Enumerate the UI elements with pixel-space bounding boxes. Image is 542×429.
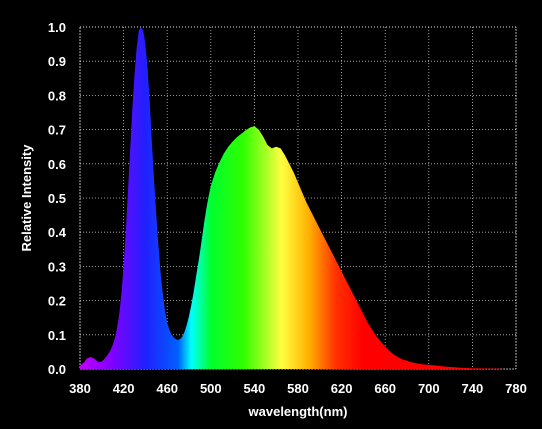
y-tick-label: 0.6 [48, 157, 66, 172]
y-tick-label: 0.8 [48, 88, 66, 103]
x-tick-labels: 380 420 460 500 540 580 620 660 700 740 780 [69, 381, 527, 396]
y-tick-label: 0.9 [48, 54, 66, 69]
x-tick-label: 420 [113, 381, 135, 396]
y-tick-labels: 0.0 0.1 0.2 0.3 0.4 0.5 0.6 0.7 0.8 0.9 1.0 [48, 20, 67, 377]
y-tick-label: 1.0 [48, 20, 66, 35]
x-tick-label: 500 [200, 381, 222, 396]
spectrum-area [80, 27, 516, 369]
y-tick-label: 0.2 [48, 294, 66, 309]
y-tick-label: 0.1 [48, 328, 66, 343]
y-tick-label: 0.7 [48, 123, 66, 138]
x-tick-label: 580 [287, 381, 309, 396]
y-axis-title: Relative Intensity [19, 144, 34, 252]
x-axis-title: wavelength(nm) [248, 404, 348, 419]
y-tick-label: 0.0 [48, 362, 66, 377]
x-tick-label: 780 [505, 381, 527, 396]
x-tick-label: 660 [374, 381, 396, 396]
x-tick-label: 540 [244, 381, 266, 396]
x-tick-label: 380 [69, 381, 91, 396]
y-tick-label: 0.5 [48, 191, 66, 206]
y-tick-label: 0.3 [48, 259, 66, 274]
x-tick-label: 460 [156, 381, 178, 396]
x-tick-label: 740 [462, 381, 484, 396]
x-tick-label: 620 [331, 381, 353, 396]
x-tick-label: 700 [418, 381, 440, 396]
y-tick-label: 0.4 [48, 225, 67, 240]
